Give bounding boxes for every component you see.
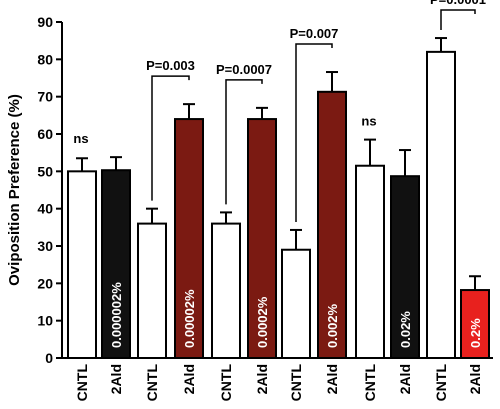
bar: [460, 289, 490, 360]
y-tick-label: 10: [37, 313, 53, 329]
x-tick-label: CNTL: [362, 364, 378, 402]
p-value-label: P=0.0007: [216, 62, 272, 77]
bar-concentration-label: 0.02%: [398, 311, 413, 348]
y-tick-label: 60: [37, 126, 53, 142]
bar: [174, 118, 204, 359]
y-axis-label: Oviposition Preference (%): [6, 94, 23, 286]
bar: [67, 170, 97, 359]
y-tick-label: 50: [37, 163, 53, 179]
plot-area: 0 10 20 30 40 50 60 70 80 90 CNTL 0.000002% 2Ald CNTL…: [37, 0, 493, 401]
significance-bracket: [440, 9, 476, 31]
bar-concentration-label: 0.2%: [468, 318, 483, 348]
ns-label: ns: [361, 114, 376, 129]
y-tick-label: 70: [37, 89, 53, 105]
x-tick-label: 2Ald: [108, 364, 124, 394]
bar: [426, 50, 456, 359]
p-value-label: P=0.003: [146, 58, 195, 73]
y-tick-label: 20: [37, 275, 53, 291]
y-tick-label: 40: [37, 201, 53, 217]
x-tick-label: CNTL: [218, 364, 234, 402]
ns-label: ns: [73, 131, 88, 146]
bar: [247, 118, 277, 359]
bar: [281, 248, 311, 360]
bar: [390, 175, 420, 359]
x-tick-label: CNTL: [144, 364, 160, 402]
p-value-label: P=0.007: [290, 26, 339, 41]
p-value-label: P=0.0001: [430, 0, 486, 7]
bar-concentration-label: 0.002%: [325, 303, 340, 348]
significance-bracket: [151, 75, 190, 201]
y-tick-label: 80: [37, 51, 53, 67]
bar: [317, 90, 347, 360]
bar: [101, 169, 131, 359]
x-tick-label: CNTL: [433, 364, 449, 402]
y-tick-label: 0: [45, 350, 53, 366]
x-tick-label: 2Ald: [324, 364, 340, 394]
bar: [355, 164, 385, 359]
x-tick-label: 2Ald: [181, 364, 197, 394]
bar: [137, 222, 167, 359]
bar-concentration-label: 0.000002%: [109, 282, 124, 348]
x-tick-label: 2Ald: [467, 364, 483, 394]
x-tick-label: CNTL: [288, 364, 304, 402]
y-tick-label: 90: [37, 14, 53, 30]
x-tick-label: 2Ald: [254, 364, 270, 394]
x-tick-label: CNTL: [74, 364, 90, 402]
significance-bracket: [295, 43, 333, 222]
x-tick-label: 2Ald: [397, 364, 413, 394]
bar-concentration-label: 0.00002%: [182, 289, 197, 348]
bar-concentration-label: 0.0002%: [255, 296, 270, 348]
significance-bracket: [225, 79, 263, 205]
bar: [211, 222, 241, 359]
y-tick-label: 30: [37, 238, 53, 254]
